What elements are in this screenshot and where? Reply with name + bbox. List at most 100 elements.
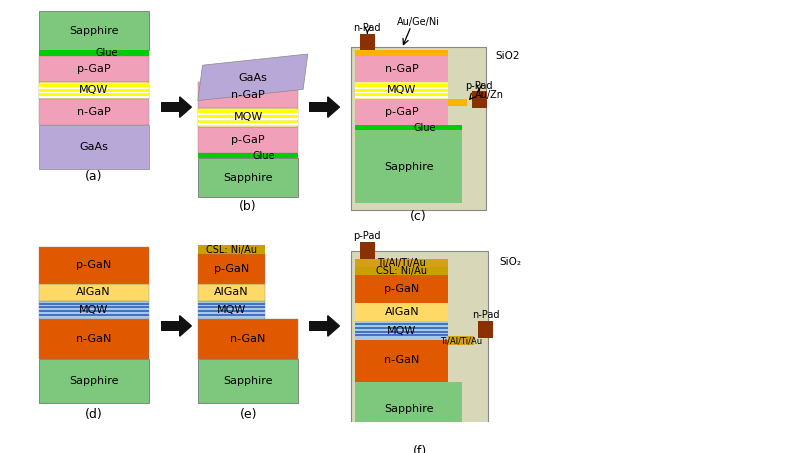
Bar (38, 310, 149, 312)
Bar (38, 125, 149, 169)
Polygon shape (198, 54, 308, 101)
Bar (38, 89, 149, 92)
Bar (38, 84, 149, 87)
Bar (356, 275, 448, 303)
Bar (356, 130, 463, 203)
Text: n-GaP: n-GaP (231, 90, 265, 100)
Polygon shape (180, 97, 192, 117)
Text: (c): (c) (410, 210, 427, 222)
Text: MQW: MQW (388, 85, 416, 95)
Bar (356, 125, 463, 130)
Text: Sapphire: Sapphire (224, 376, 273, 386)
Text: GaAs: GaAs (79, 142, 108, 152)
Text: MQW: MQW (79, 85, 109, 95)
Text: Sapphire: Sapphire (69, 26, 118, 36)
Bar (356, 323, 448, 325)
Bar (198, 316, 265, 318)
Bar (198, 284, 265, 301)
Bar (356, 333, 448, 334)
Bar (356, 92, 448, 93)
Bar (308, 102, 328, 112)
Bar (356, 84, 448, 87)
Bar (356, 337, 448, 338)
Text: p-GaP: p-GaP (77, 64, 110, 74)
Text: Ti/Al/Ti/Au: Ti/Al/Ti/Au (377, 258, 426, 268)
Bar (38, 92, 149, 93)
Text: Au/Zn: Au/Zn (475, 90, 503, 100)
Bar (161, 321, 180, 331)
Text: (f): (f) (412, 445, 427, 453)
Bar (198, 310, 265, 312)
Bar (38, 284, 149, 301)
Bar (198, 118, 299, 120)
Text: n-Pad: n-Pad (354, 23, 381, 33)
Bar (198, 123, 299, 125)
Bar (38, 56, 149, 82)
Bar (38, 50, 149, 56)
Polygon shape (180, 316, 192, 336)
Bar (356, 82, 448, 99)
Text: Sapphire: Sapphire (384, 404, 434, 414)
Text: p-Pad: p-Pad (465, 81, 493, 91)
Text: AlGaN: AlGaN (214, 287, 248, 298)
Bar (38, 316, 149, 318)
Bar (198, 113, 299, 115)
Bar (356, 87, 448, 89)
Text: CSL: Ni/Au: CSL: Ni/Au (376, 266, 427, 276)
Bar (356, 50, 448, 56)
Text: (d): (d) (85, 408, 102, 421)
Text: n-GaP: n-GaP (77, 107, 110, 117)
Bar (38, 96, 149, 98)
Bar (38, 247, 149, 284)
Bar (198, 120, 299, 123)
Bar (356, 325, 448, 327)
Bar (38, 303, 149, 305)
Text: Sapphire: Sapphire (69, 376, 118, 386)
Bar (38, 94, 149, 96)
Bar (351, 251, 488, 442)
Text: MQW: MQW (233, 112, 263, 122)
Bar (198, 254, 265, 284)
Polygon shape (328, 97, 340, 117)
Bar (198, 127, 299, 153)
Text: n-GaN: n-GaN (384, 356, 419, 366)
Bar (356, 303, 448, 321)
Bar (356, 382, 463, 436)
Bar (198, 314, 265, 316)
Text: AlGaN: AlGaN (384, 307, 419, 317)
Bar (356, 331, 448, 333)
Text: n-GaN: n-GaN (230, 334, 266, 344)
Bar (198, 245, 265, 254)
Text: AlGaN: AlGaN (76, 287, 111, 298)
Bar (356, 99, 448, 125)
Text: MQW: MQW (217, 305, 246, 315)
Bar (161, 102, 180, 112)
Bar (38, 82, 149, 99)
Bar (38, 314, 149, 316)
Bar (198, 153, 299, 158)
Bar (478, 321, 493, 338)
Bar (198, 319, 299, 358)
Bar (198, 305, 265, 306)
Text: n-Pad: n-Pad (472, 310, 499, 320)
Bar (356, 56, 448, 82)
Text: p-Pad: p-Pad (354, 231, 381, 241)
Text: Sapphire: Sapphire (384, 162, 434, 172)
Bar (356, 327, 448, 329)
Bar (351, 47, 486, 210)
Bar (38, 87, 149, 89)
Text: p-GaP: p-GaP (385, 107, 419, 117)
Bar (38, 308, 149, 310)
Text: MQW: MQW (79, 305, 109, 315)
Text: MQW: MQW (388, 326, 416, 336)
Text: Glue: Glue (95, 48, 118, 58)
Bar (198, 111, 299, 113)
Bar (356, 259, 448, 267)
Bar (38, 99, 149, 125)
Text: p-GaN: p-GaN (214, 264, 249, 274)
Bar (38, 319, 149, 358)
Bar (198, 82, 299, 108)
Text: Glue: Glue (252, 150, 276, 160)
Text: (b): (b) (240, 200, 257, 213)
Text: Sapphire: Sapphire (224, 173, 273, 183)
